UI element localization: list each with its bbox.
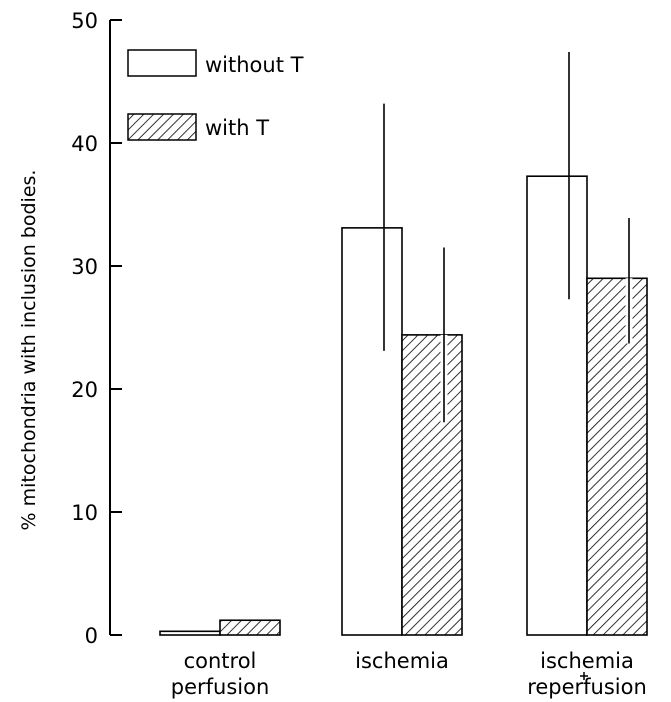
category-label: ischemia xyxy=(355,649,449,673)
category-label-line2: perfusion xyxy=(171,675,270,699)
y-tick-label: 0 xyxy=(85,624,98,648)
category-label: control xyxy=(184,649,257,673)
y-tick-label: 50 xyxy=(71,9,98,33)
legend-swatch-without-t xyxy=(127,49,197,77)
bar-with-t xyxy=(401,334,463,636)
y-tick-label: 10 xyxy=(71,501,98,525)
legend-label-with-t: with T xyxy=(205,116,269,140)
error-bars xyxy=(383,51,633,423)
category-label: ischemia xyxy=(540,649,634,673)
y-axis-title: % mitochondria with inclusion bodies. xyxy=(18,170,40,531)
bar-with-t xyxy=(219,619,281,636)
bar-without-t xyxy=(159,630,221,636)
axes: 0 10 20 30 40 50 xyxy=(71,9,122,648)
legend-swatch-with-t xyxy=(127,113,197,141)
bar-without-t xyxy=(526,175,588,636)
legend-label-without-t: without T xyxy=(205,53,304,77)
legend: without T with T xyxy=(127,49,304,141)
bar-without-t xyxy=(341,227,403,636)
bars xyxy=(159,175,648,636)
y-tick-label: 40 xyxy=(71,132,98,156)
bar-with-t xyxy=(586,277,648,636)
category-label-line2: reperfusion xyxy=(527,675,647,699)
y-tick-label: 20 xyxy=(71,378,98,402)
y-tick-label: 30 xyxy=(71,255,98,279)
